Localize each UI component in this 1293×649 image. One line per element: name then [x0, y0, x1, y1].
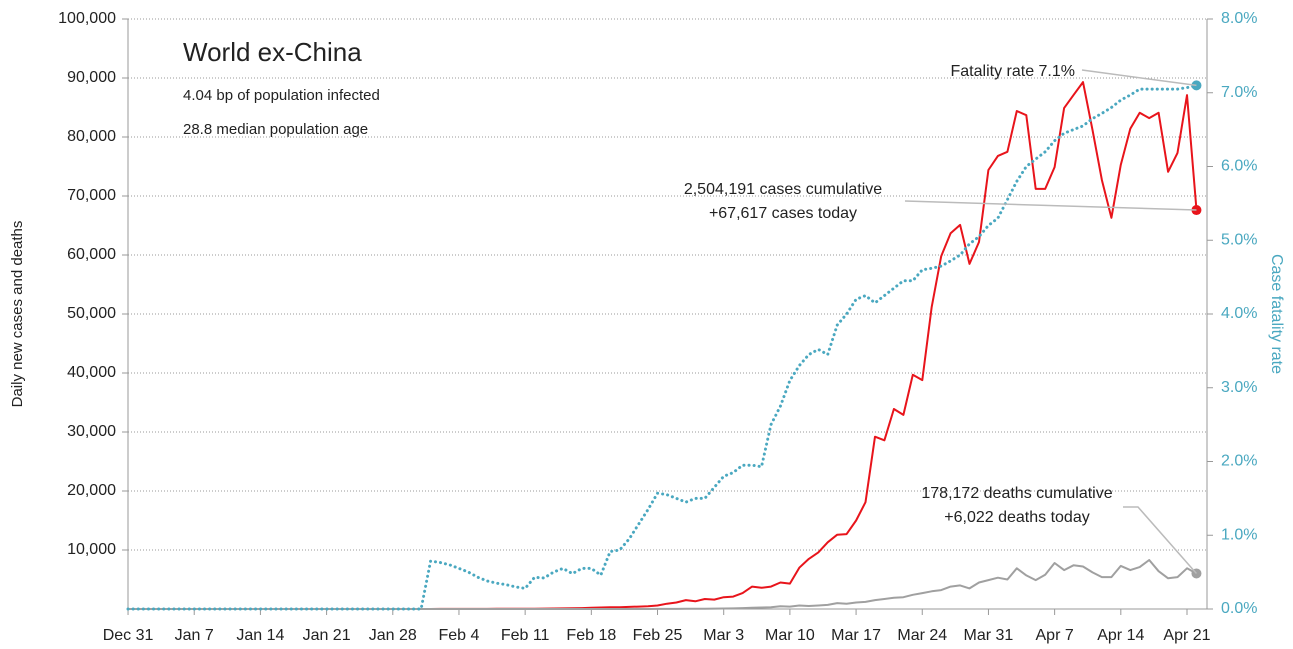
x-tick-label: Feb 4	[439, 627, 480, 644]
annotation: +6,022 deaths today	[944, 509, 1089, 526]
x-tick-label: Apr 21	[1163, 627, 1210, 644]
y2-tick-label: 0.0%	[1221, 600, 1257, 617]
y2-tick-label: 4.0%	[1221, 305, 1257, 322]
y2-tick-label: 1.0%	[1221, 526, 1257, 543]
y-tick-label: 100,000	[58, 10, 116, 27]
y2-tick-label: 6.0%	[1221, 158, 1257, 175]
y2-tick-label: 8.0%	[1221, 10, 1257, 27]
y2-tick-label: 7.0%	[1221, 84, 1257, 101]
y2-axis-label: Case fatality rate	[1268, 254, 1285, 374]
y-tick-label: 60,000	[67, 246, 116, 263]
y2-tick-label: 2.0%	[1221, 453, 1257, 470]
y2-tick-label: 5.0%	[1221, 231, 1257, 248]
y-tick-label: 90,000	[67, 69, 116, 86]
annotation: 178,172 deaths cumulative	[921, 485, 1112, 502]
x-tick-label: Mar 17	[831, 627, 881, 644]
y-tick-label: 40,000	[67, 364, 116, 381]
leader-line	[1081, 69, 1197, 87]
x-tick-label: Feb 18	[566, 627, 616, 644]
chart-note: 4.04 bp of population infected	[183, 87, 380, 104]
chart-title: World ex-China	[183, 37, 362, 67]
leader-line	[1123, 506, 1198, 574]
y-tick-label: 20,000	[67, 482, 116, 499]
series-line	[128, 81, 1198, 610]
x-tick-label: Jan 21	[303, 627, 351, 644]
y-tick-label: 50,000	[67, 305, 116, 322]
leader-line	[904, 200, 1197, 211]
x-tick-label: Jan 7	[175, 627, 214, 644]
y2-tick-label: 3.0%	[1221, 379, 1257, 396]
annotation: +67,617 cases today	[709, 205, 857, 222]
x-tick-label: Feb 25	[633, 627, 683, 644]
annotation: Fatality rate 7.1%	[951, 63, 1076, 80]
y-tick-label: 10,000	[67, 541, 116, 558]
series-line	[126, 83, 1198, 611]
x-tick-label: Mar 3	[703, 627, 744, 644]
x-tick-label: Apr 7	[1036, 627, 1074, 644]
y-tick-label: 80,000	[67, 128, 116, 145]
x-tick-label: Mar 10	[765, 627, 815, 644]
x-tick-label: Apr 14	[1097, 627, 1144, 644]
annotation: 2,504,191 cases cumulative	[684, 181, 882, 198]
x-tick-label: Mar 31	[964, 627, 1014, 644]
x-tick-label: Dec 31	[103, 627, 154, 644]
x-tick-label: Feb 11	[501, 627, 550, 644]
x-tick-label: Mar 24	[897, 627, 947, 644]
x-tick-label: Jan 14	[236, 627, 284, 644]
y-tick-label: 70,000	[67, 187, 116, 204]
chart-note: 28.8 median population age	[183, 121, 368, 138]
y-axis-label: Daily new cases and deaths	[9, 221, 26, 408]
series-line	[128, 559, 1197, 610]
x-tick-label: Jan 28	[369, 627, 417, 644]
y-tick-label: 30,000	[67, 423, 116, 440]
